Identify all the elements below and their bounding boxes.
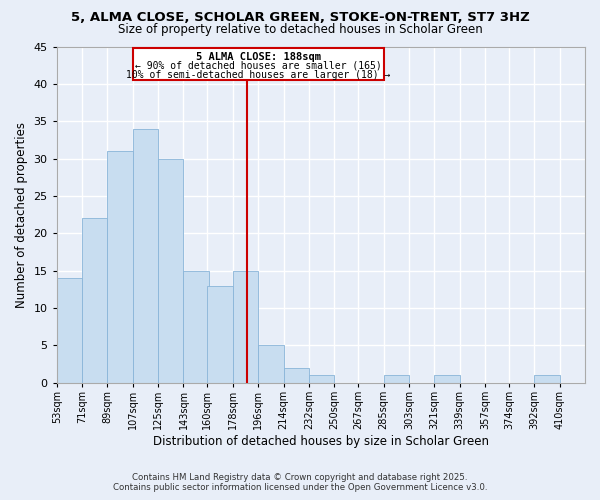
X-axis label: Distribution of detached houses by size in Scholar Green: Distribution of detached houses by size … (153, 434, 489, 448)
FancyBboxPatch shape (133, 48, 383, 80)
Text: 10% of semi-detached houses are larger (18) →: 10% of semi-detached houses are larger (… (126, 70, 391, 80)
Bar (184, 270, 209, 382)
Bar (208, 286, 233, 382)
Bar (107, 151, 133, 382)
Bar (233, 270, 258, 382)
Bar (434, 375, 460, 382)
Y-axis label: Number of detached properties: Number of detached properties (15, 122, 28, 308)
Text: Contains HM Land Registry data © Crown copyright and database right 2025.
Contai: Contains HM Land Registry data © Crown c… (113, 473, 487, 492)
Bar (133, 128, 158, 382)
Text: 5 ALMA CLOSE: 188sqm: 5 ALMA CLOSE: 188sqm (196, 52, 320, 62)
Bar (57, 278, 82, 382)
Bar (309, 375, 334, 382)
Bar (258, 346, 284, 383)
Bar (284, 368, 309, 382)
Bar (82, 218, 107, 382)
Bar (158, 158, 184, 382)
Bar (534, 375, 560, 382)
Text: ← 90% of detached houses are smaller (165): ← 90% of detached houses are smaller (16… (135, 60, 382, 70)
Text: Size of property relative to detached houses in Scholar Green: Size of property relative to detached ho… (118, 22, 482, 36)
Bar (383, 375, 409, 382)
Text: 5, ALMA CLOSE, SCHOLAR GREEN, STOKE-ON-TRENT, ST7 3HZ: 5, ALMA CLOSE, SCHOLAR GREEN, STOKE-ON-T… (71, 11, 529, 24)
